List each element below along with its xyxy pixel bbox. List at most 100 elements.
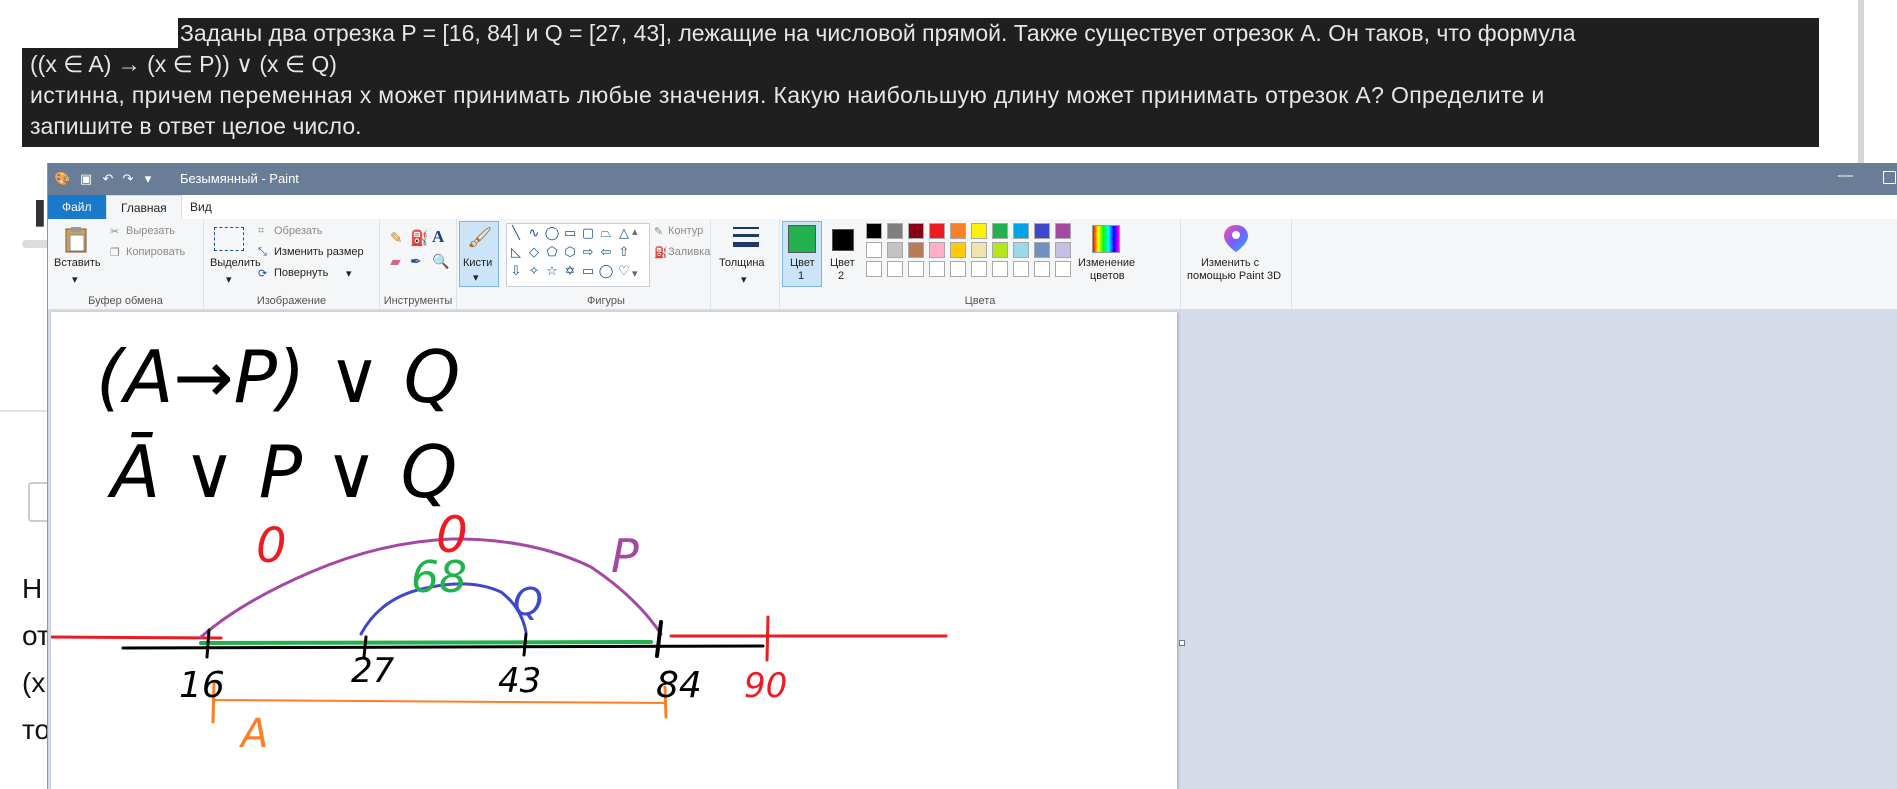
customize-quick-access-icon[interactable]: ▾ [144,171,152,186]
palette-color-swatch[interactable] [950,223,966,239]
palette-color-swatch[interactable] [1013,223,1029,239]
palette-color-swatch[interactable] [1034,223,1050,239]
palette-color-swatch[interactable] [929,223,945,239]
palette-color-swatch[interactable] [908,261,924,277]
down-arrow-shape-icon[interactable]: ⇩ [510,263,522,278]
right-triangle-shape-icon[interactable]: ◺ [511,244,521,259]
tick-27 [362,635,368,659]
color1-swatch[interactable] [788,225,816,253]
undo-icon[interactable]: ↶ [102,171,114,186]
palette-color-swatch[interactable] [887,261,903,277]
palette-color-swatch[interactable] [971,223,987,239]
palette-color-swatch[interactable] [971,261,987,277]
palette-color-swatch[interactable] [887,242,903,258]
left-arrow-shape-icon[interactable]: ⇦ [600,244,612,259]
up-arrow-shape-icon[interactable]: ⇧ [618,244,630,259]
pencil-icon[interactable]: ✎ [390,230,403,247]
resize-button[interactable]: Изменить размер [274,246,364,258]
drawing-canvas[interactable]: (A→P) ∨ Q Ā ∨ P ∨ Q 0 0 P Q 68 A 16 27 4… [51,312,1177,789]
palette-color-swatch[interactable] [992,242,1008,258]
five-point-star-shape-icon[interactable]: ☆ [546,263,558,278]
palette-color-swatch[interactable] [1055,242,1071,258]
rectangle-shape-icon[interactable]: ▭ [563,225,577,240]
palette-color-swatch[interactable] [908,223,924,239]
paint-app-icon[interactable]: 🎨 [54,171,71,186]
palette-color-swatch[interactable] [1055,223,1071,239]
heart-shape-icon[interactable]: ♡ [618,263,630,278]
six-point-star-shape-icon[interactable]: ✡ [564,263,576,278]
palette-color-swatch[interactable] [1013,261,1029,277]
palette-color-swatch[interactable] [1034,261,1050,277]
brushes-button[interactable]: Кисти [463,257,493,269]
callout-oval-shape-icon[interactable]: ◯ [598,263,614,278]
palette-color-swatch[interactable] [992,261,1008,277]
rounded-rectangle-shape-icon[interactable]: ▢ [581,225,595,240]
select-dropdown-icon[interactable]: ▾ [226,274,232,286]
polygon-shape-icon[interactable]: ⏢ [600,225,612,240]
copy-button[interactable]: Копировать [126,246,186,258]
paste-button[interactable]: Вставить [54,257,101,269]
brushes-dropdown-icon[interactable]: ▾ [473,272,479,284]
paint3d-button[interactable]: Изменить с [1201,257,1260,269]
tab-file[interactable]: Файл [48,195,106,219]
palette-color-swatch[interactable] [1055,261,1071,277]
palette-color-swatch[interactable] [971,242,987,258]
palette-color-swatch[interactable] [866,223,882,239]
pentagon-shape-icon[interactable]: ⬠ [546,244,558,259]
magnifier-icon[interactable]: 🔍 [432,253,450,269]
fill-icon[interactable]: ⛽ [410,230,429,247]
edit-colors-button[interactable]: Изменение [1078,257,1136,269]
background-slider [22,240,52,248]
palette-color-swatch[interactable] [929,261,945,277]
shapes-gallery[interactable] [506,223,650,287]
palette-color-swatch[interactable] [887,223,903,239]
rotate-dropdown-icon[interactable]: ▾ [346,268,352,280]
palette-color-swatch[interactable] [908,242,924,258]
palette-color-swatch[interactable] [866,242,882,258]
hexagon-shape-icon[interactable]: ⬡ [564,244,576,259]
outline-button[interactable]: Контур [668,225,704,237]
size-button[interactable]: Толщина [719,257,765,269]
palette-color-swatch[interactable] [950,242,966,258]
palette-color-swatch[interactable] [1013,242,1029,258]
palette-color-swatch[interactable] [929,242,945,258]
triangle-shape-icon[interactable]: △ [619,225,629,240]
fill-button[interactable]: Заливка [668,246,711,258]
cut-button[interactable]: Вырезать [126,225,175,237]
palette-color-swatch[interactable] [866,261,882,277]
canvas-resize-handle[interactable] [1179,640,1185,646]
diamond-shape-icon[interactable]: ◇ [529,244,539,259]
color2-swatch[interactable] [832,229,854,251]
palette-color-swatch[interactable] [1034,242,1050,258]
a-bracket-right [663,685,668,719]
tab-home[interactable]: Главная [106,195,182,220]
save-icon[interactable]: ▣ [79,171,93,186]
color-picker-icon[interactable]: ✒ [410,253,422,269]
right-arrow-shape-icon[interactable]: ⇨ [582,244,594,259]
shapes-scroll-icon[interactable]: ▴ [632,226,638,238]
size-dropdown-icon[interactable]: ▾ [741,274,747,286]
palette-color-swatch[interactable] [992,223,1008,239]
group-shapes: ╲ ∿ ◯ ▭ ▢ ⏢ △ ◺ ◇ ⬠ ⬡ ⇨ ⇦ ⇧ ⇩ ✧ ☆ ✡ ▭ ◯ … [502,219,711,309]
curve-shape-icon[interactable]: ∿ [528,225,540,240]
four-point-star-shape-icon[interactable]: ✧ [528,263,540,278]
minimize-button[interactable]: — [1838,167,1853,184]
text-icon[interactable]: A [432,227,445,246]
maximize-button[interactable] [1883,171,1896,184]
paste-dropdown-icon[interactable]: ▾ [72,274,78,286]
select-button[interactable]: Выделить [210,257,261,269]
eraser-icon[interactable]: ▰ [390,253,401,269]
edit-colors-button-line2[interactable]: цветов [1090,270,1125,282]
callout-rect-shape-icon[interactable]: ▭ [581,263,595,278]
brushes-button-frame[interactable] [459,221,499,287]
rotate-button[interactable]: Повернуть [274,267,329,279]
shapes-more-icon[interactable]: ▾ [632,268,638,280]
palette-color-swatch[interactable] [950,261,966,277]
tick-16 [205,628,211,659]
oval-shape-icon[interactable]: ◯ [544,225,560,240]
crop-button[interactable]: Обрезать [274,225,323,237]
paint3d-button-line2[interactable]: помощью Paint 3D [1187,270,1282,282]
line-shape-icon[interactable]: ╲ [512,225,520,240]
tab-view[interactable]: Вид [190,200,212,214]
redo-icon[interactable]: ↷ [122,171,134,186]
